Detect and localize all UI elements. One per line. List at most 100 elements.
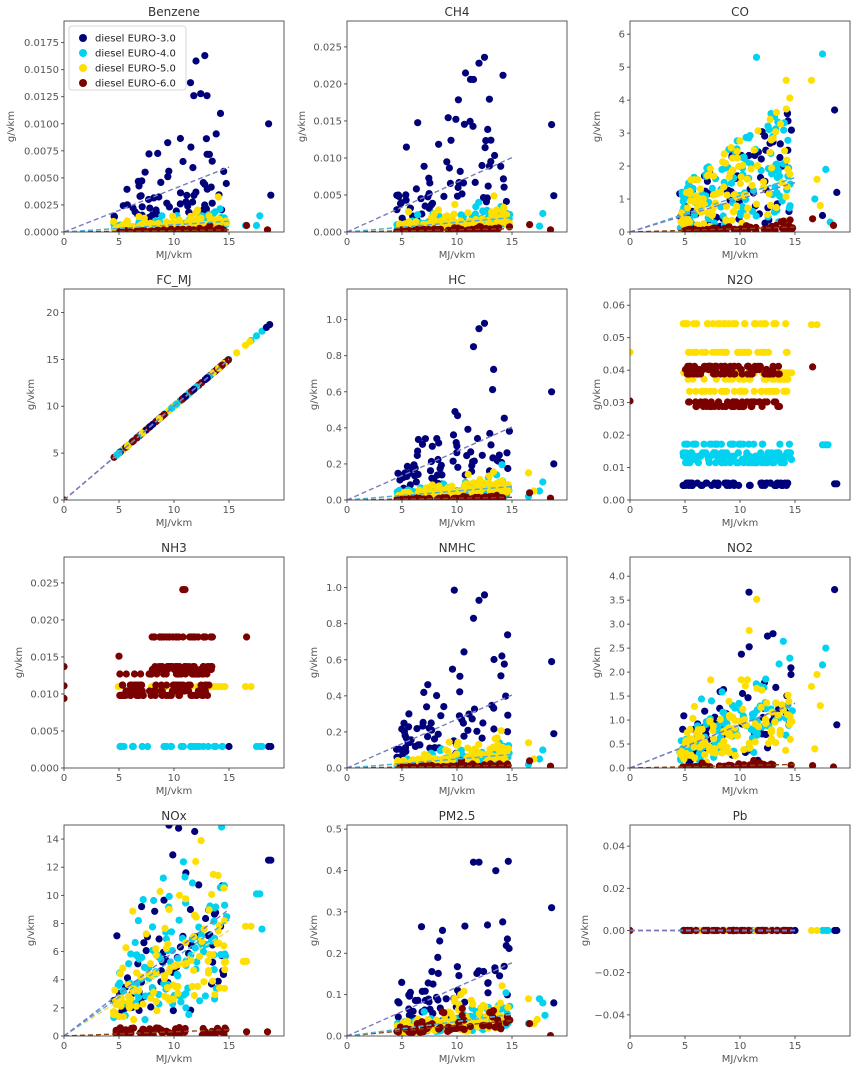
- data-point: [394, 191, 402, 199]
- data-point: [728, 216, 736, 224]
- data-point: [413, 451, 421, 460]
- data-point: [699, 195, 707, 203]
- data-point: [500, 414, 508, 422]
- data-point: [412, 185, 420, 193]
- data-point: [155, 935, 163, 943]
- data-point: [175, 916, 183, 924]
- x-tick-label: 0: [61, 1041, 67, 1052]
- subplot-title: Pb: [733, 809, 748, 823]
- data-point: [753, 162, 762, 170]
- x-tick-label: 15: [506, 773, 519, 784]
- data-point: [707, 697, 716, 705]
- data-point: [473, 727, 481, 735]
- y-tick-label: 1.0: [609, 716, 625, 727]
- data-point: [766, 201, 775, 209]
- data-point: [524, 469, 533, 477]
- data-point: [752, 320, 760, 328]
- data-point: [152, 997, 160, 1006]
- data-point: [497, 1025, 505, 1033]
- fit-line: [630, 226, 796, 232]
- data-point: [454, 463, 462, 471]
- data-point: [751, 738, 759, 746]
- data-point: [122, 670, 130, 678]
- data-point: [256, 212, 264, 220]
- data-point: [504, 464, 512, 473]
- data-point: [450, 586, 458, 594]
- data-point: [773, 189, 781, 197]
- x-tick-label: 0: [627, 505, 633, 516]
- data-point: [503, 935, 511, 943]
- y-axis-label: g/vkm: [297, 111, 308, 142]
- data-point: [535, 755, 544, 763]
- data-point: [818, 661, 827, 669]
- data-point: [221, 901, 229, 909]
- x-tick-label: 5: [116, 1041, 122, 1052]
- data-point: [116, 670, 124, 678]
- data-point: [469, 343, 478, 351]
- data-point: [243, 221, 251, 230]
- data-point: [723, 191, 731, 199]
- data-point: [208, 977, 217, 985]
- data-point: [430, 216, 438, 224]
- data-point: [464, 470, 472, 479]
- data-point: [684, 216, 692, 224]
- y-tick-label: 0.025: [313, 42, 342, 53]
- data-point: [407, 736, 415, 744]
- data-point: [480, 591, 489, 599]
- y-tick-label: 3.5: [609, 596, 625, 607]
- y-tick-label: 10: [46, 402, 59, 413]
- data-point: [504, 1003, 512, 1011]
- data-point: [205, 906, 213, 914]
- data-point: [195, 881, 203, 889]
- data-point: [494, 494, 503, 500]
- data-point: [721, 479, 729, 487]
- data-point: [437, 712, 445, 720]
- data-point: [783, 156, 791, 164]
- data-point: [129, 907, 137, 915]
- data-point: [764, 449, 772, 457]
- x-tick-label: 15: [223, 1041, 236, 1052]
- data-point: [196, 997, 204, 1005]
- y-tick-label: 0.8: [326, 619, 342, 630]
- fit-line: [347, 496, 513, 500]
- data-point: [124, 992, 133, 1000]
- data-point: [413, 725, 421, 733]
- y-axis-label: g/vkm: [592, 111, 603, 142]
- data-point: [454, 738, 462, 746]
- data-point: [504, 711, 512, 719]
- y-tick-label: 2.0: [609, 668, 625, 679]
- data-point: [786, 718, 794, 726]
- data-point: [824, 926, 832, 935]
- data-point: [737, 387, 745, 395]
- data-point: [767, 728, 775, 736]
- data-point: [460, 1025, 468, 1033]
- data-point: [743, 175, 751, 183]
- plot-area: [347, 857, 558, 1036]
- data-point: [157, 956, 165, 964]
- data-point: [722, 746, 730, 754]
- data-point: [809, 363, 817, 371]
- data-point: [220, 884, 228, 892]
- data-point: [192, 913, 200, 921]
- data-point: [480, 53, 489, 61]
- data-point: [402, 747, 410, 756]
- x-tick-label: 10: [168, 773, 181, 784]
- data-point: [138, 903, 146, 911]
- data-point: [129, 742, 137, 751]
- data-point: [189, 198, 197, 206]
- y-tick-label: 12: [46, 863, 59, 874]
- data-point: [411, 464, 419, 472]
- data-point: [405, 992, 414, 1000]
- data-point: [483, 921, 492, 929]
- data-point: [711, 479, 719, 487]
- x-axis-label: MJ/vkm: [156, 786, 192, 797]
- data-point: [727, 732, 735, 740]
- data-point: [807, 682, 816, 691]
- data-point: [533, 1015, 541, 1024]
- data-point: [233, 349, 241, 357]
- fit-line: [347, 764, 513, 768]
- data-point: [127, 1029, 135, 1036]
- data-point: [169, 851, 177, 859]
- data-point: [822, 165, 830, 173]
- y-tick-label: 0.03: [603, 398, 625, 409]
